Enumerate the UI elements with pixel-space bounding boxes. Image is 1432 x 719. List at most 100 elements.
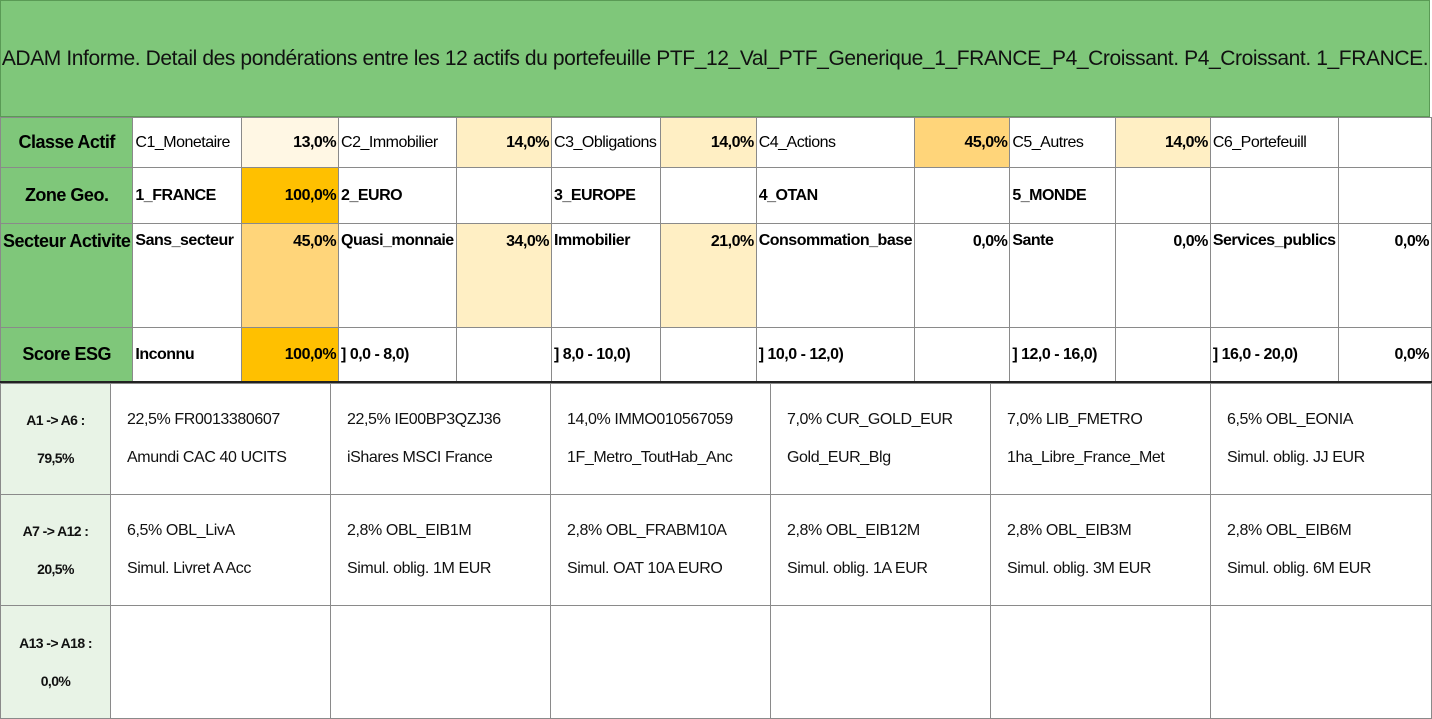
cell-sect2-pct[interactable]: 34,0% xyxy=(455,223,553,328)
cell-esg1-name[interactable]: Inconnu xyxy=(132,327,242,382)
asset-cell[interactable]: 7,0% CUR_GOLD_EUR Gold_EUR_Blg xyxy=(770,383,991,495)
asset-cell[interactable] xyxy=(550,605,771,719)
cell-c6-pct[interactable] xyxy=(1337,117,1432,168)
asset-description: Gold_EUR_Blg xyxy=(787,449,891,466)
weights-table: Classe Actif C1_Monetaire 13,0% C2_Immob… xyxy=(0,117,1432,382)
label-score-esg[interactable]: Score ESG xyxy=(0,327,134,382)
cell-zone6-name[interactable] xyxy=(1209,167,1339,224)
cell-zone1-pct[interactable]: 100,0% xyxy=(240,167,340,224)
asset-weight-code: 2,8% OBL_EIB3M xyxy=(1007,522,1132,539)
label-classe-actif[interactable]: Classe Actif xyxy=(0,117,134,168)
asset-row-label[interactable]: A13 -> A18 : 0,0% xyxy=(0,605,111,719)
asset-weight-code: 7,0% CUR_GOLD_EUR xyxy=(787,411,953,428)
asset-weight-code: 6,5% OBL_EONIA xyxy=(1227,411,1354,428)
cell-zone6-pct[interactable] xyxy=(1337,167,1432,224)
cell-zone3-pct[interactable] xyxy=(660,167,757,224)
row-score-esg: Score ESG Inconnu 100,0% ] 0,0 - 8,0) ] … xyxy=(0,327,1432,382)
cell-zone5-name[interactable]: 5_MONDE xyxy=(1009,167,1116,224)
cell-c3-name[interactable]: C3_Obligations xyxy=(551,117,662,168)
asset-cell[interactable]: 7,0% LIB_FMETRO 1ha_Libre_France_Met xyxy=(990,383,1211,495)
asset-cell[interactable]: 22,5% FR0013380607 Amundi CAC 40 UCITS xyxy=(110,383,331,495)
cell-sect2-name[interactable]: Quasi_monnaie xyxy=(338,223,457,328)
cell-esg3-name[interactable]: ] 8,0 - 10,0) xyxy=(551,327,662,382)
asset-cell[interactable]: 6,5% OBL_LivA Simul. Livret A Acc xyxy=(110,494,331,606)
cell-zone2-pct[interactable] xyxy=(455,167,553,224)
cell-sect1-pct[interactable]: 45,0% xyxy=(240,223,340,328)
asset-description: Simul. OAT 10A EURO xyxy=(567,560,723,577)
asset-cell[interactable] xyxy=(1210,605,1432,719)
cell-esg4-name[interactable]: ] 10,0 - 12,0) xyxy=(755,327,916,382)
cell-esg5-pct[interactable] xyxy=(1114,327,1211,382)
asset-row-total: 20,5% xyxy=(37,561,74,577)
label-secteur[interactable]: Secteur Activite xyxy=(0,223,134,328)
row-zone-geo: Zone Geo. 1_FRANCE 100,0% 2_EURO 3_EUROP… xyxy=(0,167,1432,224)
report-title[interactable]: ADAM Informe. Detail des pondérations en… xyxy=(0,0,1430,117)
asset-description: 1ha_Libre_France_Met xyxy=(1007,449,1165,466)
asset-description: iShares MSCI France xyxy=(347,449,493,466)
cell-esg1-pct[interactable]: 100,0% xyxy=(240,327,340,382)
cell-c4-pct[interactable]: 45,0% xyxy=(914,117,1011,168)
asset-row-range: A1 -> A6 : xyxy=(26,412,85,428)
cell-c2-name[interactable]: C2_Immobilier xyxy=(338,117,457,168)
cell-zone4-name[interactable]: 4_OTAN xyxy=(755,167,916,224)
asset-description: Simul. oblig. JJ EUR xyxy=(1227,449,1365,466)
cell-esg2-name[interactable]: ] 0,0 - 8,0) xyxy=(338,327,457,382)
cell-sect6-pct[interactable]: 0,0% xyxy=(1337,223,1432,328)
cell-zone4-pct[interactable] xyxy=(914,167,1011,224)
cell-sect4-name[interactable]: Consommation_base xyxy=(755,223,916,328)
cell-esg4-pct[interactable] xyxy=(914,327,1011,382)
cell-zone3-name[interactable]: 3_EUROPE xyxy=(551,167,662,224)
cell-esg5-name[interactable]: ] 12,0 - 16,0) xyxy=(1009,327,1116,382)
asset-cell[interactable]: 22,5% IE00BP3QZJ36 iShares MSCI France xyxy=(330,383,551,495)
asset-description: 1F_Metro_ToutHab_Anc xyxy=(567,449,733,466)
cell-c5-pct[interactable]: 14,0% xyxy=(1114,117,1211,168)
cell-c4-name[interactable]: C4_Actions xyxy=(755,117,916,168)
label-zone-geo[interactable]: Zone Geo. xyxy=(0,167,134,224)
cell-c5-name[interactable]: C5_Autres xyxy=(1009,117,1116,168)
asset-weight-code: 6,5% OBL_LivA xyxy=(127,522,235,539)
asset-weight-code: 2,8% OBL_EIB12M xyxy=(787,522,920,539)
cell-sect5-name[interactable]: Sante xyxy=(1009,223,1116,328)
asset-cell[interactable] xyxy=(330,605,551,719)
asset-weight-code: 2,8% OBL_EIB1M xyxy=(347,522,472,539)
cell-esg6-name[interactable]: ] 16,0 - 20,0) xyxy=(1209,327,1339,382)
cell-sect6-name[interactable]: Services_publics xyxy=(1209,223,1339,328)
asset-row-range: A7 -> A12 : xyxy=(22,523,89,539)
cell-zone1-name[interactable]: 1_FRANCE xyxy=(132,167,242,224)
asset-description: Simul. oblig. 1M EUR xyxy=(347,560,492,577)
asset-row-3: A13 -> A18 : 0,0% xyxy=(0,605,1432,719)
cell-zone2-name[interactable]: 2_EURO xyxy=(338,167,457,224)
asset-cell[interactable] xyxy=(770,605,991,719)
cell-esg3-pct[interactable] xyxy=(660,327,757,382)
cell-c1-pct[interactable]: 13,0% xyxy=(240,117,340,168)
asset-cell[interactable]: 2,8% OBL_EIB12M Simul. oblig. 1A EUR xyxy=(770,494,991,606)
asset-cell[interactable]: 2,8% OBL_EIB3M Simul. oblig. 3M EUR xyxy=(990,494,1211,606)
cell-sect3-pct[interactable]: 21,0% xyxy=(660,223,757,328)
row-secteur: Secteur Activite Sans_secteur 45,0% Quas… xyxy=(0,223,1432,328)
cell-sect3-name[interactable]: Immobilier xyxy=(551,223,662,328)
cell-c2-pct[interactable]: 14,0% xyxy=(455,117,553,168)
asset-weight-code: 2,8% OBL_EIB6M xyxy=(1227,522,1352,539)
asset-row-label[interactable]: A1 -> A6 : 79,5% xyxy=(0,383,111,495)
cell-c1-name[interactable]: C1_Monetaire xyxy=(132,117,242,168)
cell-esg6-pct[interactable]: 0,0% xyxy=(1337,327,1432,382)
asset-description: Simul. Livret A Acc xyxy=(127,560,252,577)
asset-cell[interactable]: 14,0% IMMO010567059 1F_Metro_ToutHab_Anc xyxy=(550,383,771,495)
asset-row-label[interactable]: A7 -> A12 : 20,5% xyxy=(0,494,111,606)
cell-sect4-pct[interactable]: 0,0% xyxy=(914,223,1011,328)
asset-cell[interactable] xyxy=(110,605,331,719)
asset-weight-code: 7,0% LIB_FMETRO xyxy=(1007,411,1143,428)
asset-cell[interactable]: 6,5% OBL_EONIA Simul. oblig. JJ EUR xyxy=(1210,383,1432,495)
cell-esg2-pct[interactable] xyxy=(455,327,553,382)
cell-sect5-pct[interactable]: 0,0% xyxy=(1114,223,1211,328)
asset-row-2: A7 -> A12 : 20,5% 6,5% OBL_LivA Simul. Li… xyxy=(0,494,1432,606)
asset-cell[interactable] xyxy=(990,605,1211,719)
cell-c3-pct[interactable]: 14,0% xyxy=(660,117,757,168)
cell-c6-name[interactable]: C6_Portefeuill xyxy=(1209,117,1339,168)
asset-cell[interactable]: 2,8% OBL_EIB6M Simul. oblig. 6M EUR xyxy=(1210,494,1432,606)
cell-zone5-pct[interactable] xyxy=(1114,167,1211,224)
asset-cell[interactable]: 2,8% OBL_EIB1M Simul. oblig. 1M EUR xyxy=(330,494,551,606)
asset-cell[interactable]: 2,8% OBL_FRABM10A Simul. OAT 10A EURO xyxy=(550,494,771,606)
cell-sect1-name[interactable]: Sans_secteur xyxy=(132,223,242,328)
